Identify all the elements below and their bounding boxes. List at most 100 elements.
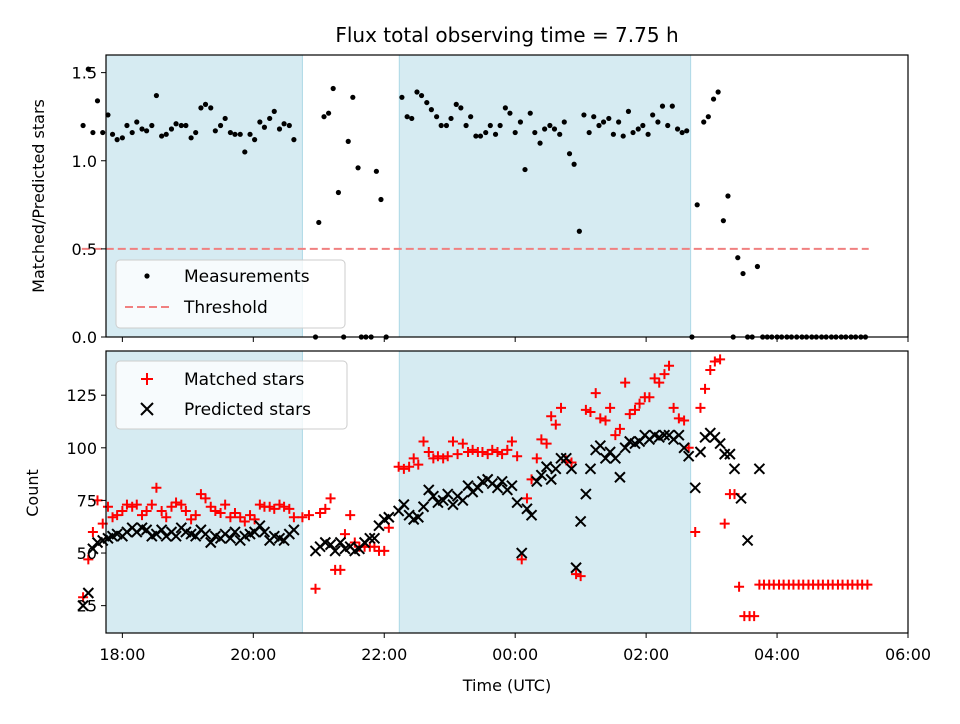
matched-star-point xyxy=(709,356,720,367)
measurement-point xyxy=(208,105,214,111)
measurement-point xyxy=(640,122,646,129)
matched-star-point xyxy=(229,508,240,519)
y-tick-label: 25 xyxy=(77,597,97,616)
predicted-star-point xyxy=(442,488,454,500)
matched-star-point xyxy=(700,383,711,394)
matched-star-point xyxy=(398,463,409,474)
measurement-point xyxy=(571,161,577,167)
predicted-star-point xyxy=(741,534,754,547)
matched-star-point xyxy=(719,518,730,529)
measurement-point xyxy=(168,126,175,132)
matched-star-point xyxy=(121,499,132,510)
measurement-point xyxy=(720,218,726,224)
measurement-point xyxy=(355,165,361,171)
matched-star-point xyxy=(610,430,621,441)
measurement-point xyxy=(566,151,573,157)
predicted-star-point xyxy=(682,450,695,462)
measurement-point xyxy=(596,122,602,129)
measurement-point xyxy=(281,121,287,127)
predicted-star-point xyxy=(728,463,741,475)
predicted-star-point xyxy=(368,532,381,545)
measurement-point xyxy=(458,105,464,111)
matched-star-point xyxy=(644,392,655,403)
predicted-star-point xyxy=(383,511,395,523)
measurement-point xyxy=(522,166,528,173)
measurement-point xyxy=(754,263,761,270)
measurement-point xyxy=(193,129,199,136)
y-tick-label: 0.0 xyxy=(72,328,97,347)
measurement-point xyxy=(645,131,651,137)
measurement-point xyxy=(468,114,474,120)
x-tick-label: 20:00 xyxy=(230,645,276,664)
measurement-point xyxy=(428,107,434,113)
measurement-point xyxy=(424,99,430,106)
measurement-point xyxy=(418,92,425,99)
measurement-point xyxy=(492,131,499,137)
measurement-point xyxy=(507,110,513,116)
predicted-star-point xyxy=(689,482,701,494)
measurement-points xyxy=(80,66,869,340)
y-tick-label: 1.5 xyxy=(72,64,97,83)
measurement-point xyxy=(630,129,636,136)
legend-predicted-label: Predicted stars xyxy=(184,400,311,420)
matched-star-point xyxy=(190,510,201,521)
measurement-point xyxy=(448,115,454,122)
predicted-star-point xyxy=(170,530,182,542)
predicted-star-point xyxy=(412,511,424,523)
measurement-point xyxy=(109,131,116,137)
matched-star-point xyxy=(408,453,419,464)
matched-star-point xyxy=(127,501,138,512)
x-tick-label: 04:00 xyxy=(754,645,800,664)
shaded-interval xyxy=(398,350,692,634)
matched-star-point xyxy=(452,449,463,460)
shaded-interval xyxy=(398,54,692,338)
matched-star-point xyxy=(413,459,424,470)
predicted-star-point xyxy=(82,587,95,599)
measurement-point xyxy=(463,122,469,129)
measurement-point xyxy=(547,122,553,129)
predicted-star-point xyxy=(77,599,89,612)
measurement-point xyxy=(252,137,258,143)
matched-star-point xyxy=(659,369,670,380)
matched-star-point xyxy=(284,503,295,514)
matched-star-point xyxy=(335,564,346,575)
matched-star-point xyxy=(605,402,616,413)
matched-star-point xyxy=(629,404,640,415)
matched-star-point xyxy=(679,415,690,426)
predicted-star-point xyxy=(658,429,671,441)
measurement-point xyxy=(291,137,297,143)
x-tick-label: 00:00 xyxy=(492,645,538,664)
predicted-star-point xyxy=(599,452,612,465)
predicted-star-point xyxy=(609,452,622,465)
predicted-star-point xyxy=(364,532,376,545)
matched-star-point xyxy=(487,444,498,455)
matched-star-point xyxy=(734,581,745,592)
legend-matched-marker xyxy=(141,373,153,385)
predicted-star-point xyxy=(324,538,337,551)
predicted-star-point xyxy=(580,488,592,500)
matched-star-point xyxy=(320,503,331,514)
measurement-point xyxy=(242,149,248,155)
matched-star-point xyxy=(749,611,760,622)
predicted-star-point xyxy=(525,509,538,521)
matched-star-point xyxy=(141,505,152,516)
measurement-point xyxy=(532,129,538,136)
matched-star-point xyxy=(404,461,415,472)
matched-star-point xyxy=(571,569,582,580)
predicted-star-point xyxy=(254,519,266,532)
predicted-star-point xyxy=(718,448,731,460)
matched-star-point xyxy=(92,495,103,506)
matched-star-point xyxy=(379,545,390,556)
counts-y-axis: 25 50 75 100 125 xyxy=(66,386,106,616)
ratio-y-axis: 0.0 0.5 1.0 1.5 xyxy=(72,64,106,347)
matched-star-point xyxy=(210,505,221,516)
measurement-point xyxy=(715,89,721,95)
matched-star-point xyxy=(654,377,665,388)
predicted-star-point xyxy=(506,479,518,492)
matched-star-point xyxy=(112,510,123,521)
measurement-point xyxy=(625,108,632,114)
measurement-point xyxy=(443,122,450,129)
predicted-star-point xyxy=(540,461,553,473)
measurement-point xyxy=(124,122,130,129)
measurement-point xyxy=(271,108,277,114)
